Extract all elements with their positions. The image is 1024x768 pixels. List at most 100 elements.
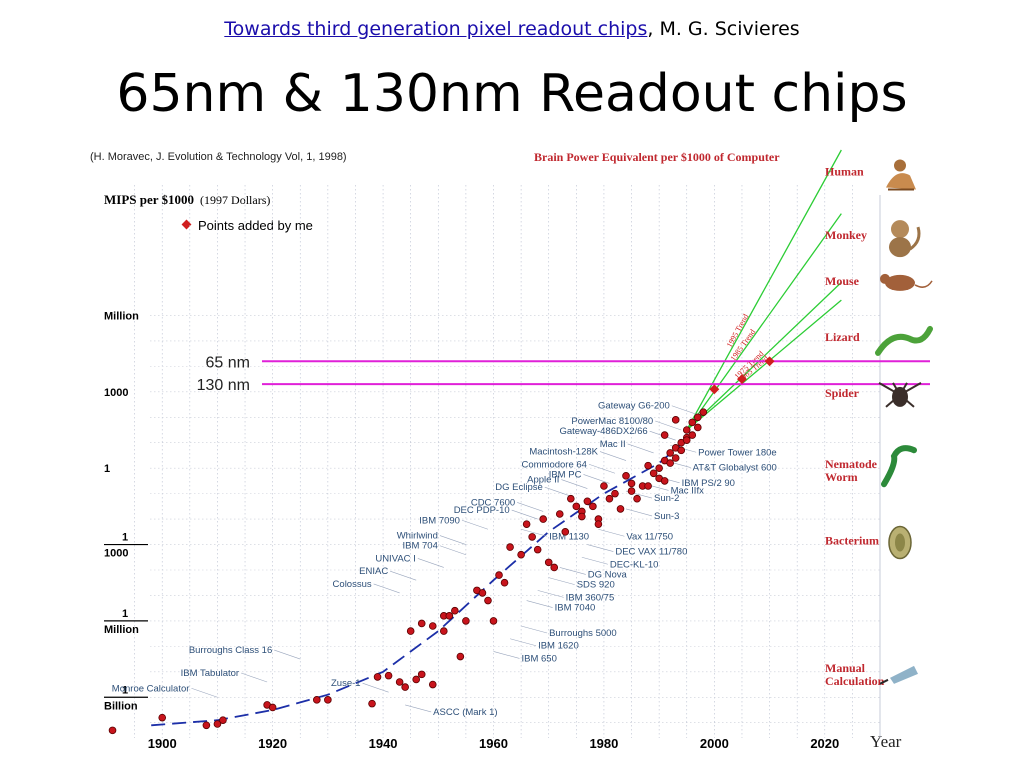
- data-point: [566, 494, 575, 503]
- y-tick-label: 1: [104, 463, 110, 475]
- creature-label: Manual Calculation: [825, 661, 885, 688]
- machine-leader: [526, 600, 553, 608]
- monkey-icon: [889, 220, 921, 258]
- machine-leader: [625, 508, 653, 517]
- lizard-icon: [875, 325, 933, 356]
- data-point: [517, 550, 525, 559]
- data-point: [219, 716, 227, 724]
- machine-leader: [587, 544, 614, 552]
- data-point: [395, 678, 404, 686]
- machine-label: DEC VAX 11/780: [615, 547, 687, 558]
- machine-label: IBM 1620: [538, 641, 579, 652]
- legend-marker: [181, 219, 192, 230]
- machine-label: Gateway-486DX2/66: [560, 426, 648, 437]
- data-point: [583, 497, 592, 506]
- data-point: [313, 696, 321, 704]
- added-point: [737, 374, 747, 385]
- trend-line: [686, 299, 842, 431]
- data-point: [451, 606, 459, 615]
- y-tick-label: Billion: [104, 700, 138, 712]
- creature-label: Mouse: [825, 274, 860, 288]
- machine-leader: [521, 528, 548, 537]
- machine-label: IBM 7090: [419, 515, 460, 526]
- machine-leader: [671, 405, 698, 416]
- data-point: [456, 652, 465, 661]
- data-point: [644, 461, 652, 470]
- data-point: [440, 627, 448, 635]
- machine-label: IBM PS/2 90: [682, 478, 735, 489]
- machine-leader: [561, 479, 588, 489]
- machine-label: Power Tower 180e: [698, 447, 777, 458]
- machine-label: Zuse-1: [331, 678, 361, 689]
- chart-title: Brain Power Equivalent per $1000 of Comp…: [534, 150, 780, 164]
- machine-label: Commodore 64: [521, 459, 586, 470]
- creature-label: Nematode Worm: [825, 457, 878, 484]
- human-icon: [886, 159, 916, 191]
- data-point: [671, 454, 680, 462]
- machine-leader: [588, 463, 616, 474]
- mouse-icon: [880, 273, 933, 291]
- data-point: [666, 449, 674, 457]
- machine-leader: [274, 649, 301, 660]
- machine-label: IBM PC: [549, 469, 582, 480]
- data-point: [401, 683, 409, 691]
- machine-leader: [191, 687, 218, 698]
- x-tick-label: 1940: [369, 736, 398, 751]
- creature-label: Bacterium: [825, 534, 879, 548]
- machine-leader: [439, 545, 466, 556]
- data-point: [484, 596, 492, 605]
- machine-label: SDS 920: [577, 580, 615, 591]
- added-point: [764, 356, 775, 367]
- machine-label: Gateway G6-200: [598, 401, 670, 412]
- machine-label: DEC PDP-10: [454, 505, 510, 516]
- node-label: 130 nm: [197, 377, 250, 394]
- data-point: [528, 533, 536, 541]
- x-axis-label: Year: [870, 732, 902, 751]
- machine-label: Macintosh-128K: [529, 447, 598, 458]
- data-point: [533, 545, 542, 554]
- data-point: [550, 563, 559, 572]
- y-tick-label: 1: [122, 684, 128, 696]
- machine-label: IBM 650: [522, 653, 557, 664]
- machine-label: UNIVAC I: [375, 553, 415, 564]
- data-point: [158, 713, 167, 722]
- data-point: [544, 558, 553, 567]
- machine-label: PowerMac 8100/80: [571, 416, 653, 427]
- svg-text:MIPS per $1000(1997 Dollars): MIPS per $1000 (1997 Dollars): [104, 192, 270, 207]
- data-point: [594, 520, 603, 528]
- data-point: [633, 494, 641, 503]
- data-point: [682, 426, 691, 434]
- machine-leader: [405, 704, 432, 713]
- machine-leader: [362, 682, 389, 693]
- writing-hand-icon: [879, 665, 918, 685]
- trend-line: [686, 281, 842, 431]
- data-point: [417, 619, 426, 628]
- machine-label: IBM Tabulator: [181, 668, 239, 679]
- machine-leader: [493, 651, 520, 659]
- data-point: [627, 487, 636, 495]
- data-point: [611, 489, 619, 498]
- data-point: [478, 589, 487, 597]
- data-point: [677, 446, 686, 455]
- slide-title: 65nm & 130nm Readout chips: [116, 64, 908, 124]
- y-tick-label: 1: [122, 608, 128, 620]
- data-point: [495, 571, 503, 579]
- y-axis-note: (1997 Dollars): [200, 193, 270, 207]
- reference-link[interactable]: Towards third generation pixel readout c…: [224, 18, 648, 40]
- machine-label: Apple II: [527, 475, 559, 486]
- data-point: [605, 494, 614, 503]
- legend-label: Points added by me: [198, 218, 313, 233]
- machine-label: DEC-KL-10: [610, 559, 659, 570]
- creature-label: Spider: [825, 386, 860, 400]
- machine-label: AT&T Globalyst 600: [693, 463, 777, 474]
- trend-line: [686, 149, 842, 431]
- machine-leader: [627, 443, 654, 454]
- data-point: [699, 408, 708, 416]
- data-point: [649, 469, 658, 478]
- machine-label: Burroughs Class 16: [189, 645, 272, 656]
- machine-leader: [583, 474, 610, 484]
- data-point: [108, 726, 117, 735]
- chart-source: (H. Moravec, J. Evolution & Technology V…: [90, 151, 347, 163]
- y-axis-label: MIPS per $1000: [104, 192, 194, 207]
- creature-label: Lizard: [825, 330, 860, 344]
